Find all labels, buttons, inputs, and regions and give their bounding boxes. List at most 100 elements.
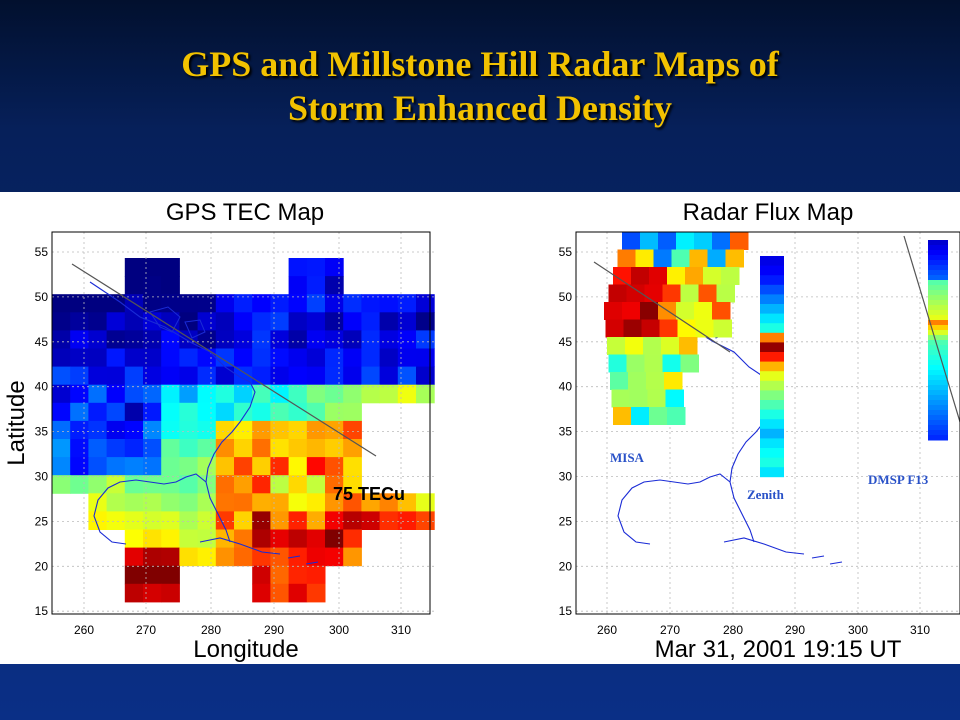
tec-cell — [288, 330, 308, 349]
tec-cell — [124, 258, 144, 277]
tec-cell — [288, 547, 308, 567]
zenith-cell — [760, 352, 784, 362]
misa-cell — [640, 302, 659, 320]
dmsp-cell — [928, 245, 948, 251]
tec-cell — [70, 402, 89, 422]
zenith-cell — [760, 265, 784, 276]
tec-cell — [343, 348, 362, 368]
tec-cell — [234, 312, 253, 331]
dmsp-cell — [928, 425, 948, 431]
zenith-cell — [760, 342, 784, 353]
misa-cell — [622, 302, 641, 320]
dmsp-cell — [928, 295, 948, 301]
tec-cell — [325, 384, 344, 404]
tec-cell — [124, 276, 144, 295]
tec-cell — [234, 384, 253, 404]
misa-cell — [680, 284, 699, 303]
tec-cell — [197, 348, 217, 368]
misa-cell — [649, 407, 668, 425]
tec-cell — [88, 330, 108, 349]
tec-cell — [306, 547, 326, 567]
tec-cell — [252, 439, 271, 458]
tec-cell — [215, 294, 235, 313]
tec-cell — [143, 366, 162, 386]
misa-cell — [695, 319, 714, 338]
lat-tick-label: 15 — [559, 604, 573, 618]
tec-cell — [379, 493, 399, 512]
dmsp-cell — [928, 355, 948, 361]
misa-cell — [661, 337, 680, 355]
tec-cell — [270, 583, 290, 603]
zenith-cell — [760, 323, 784, 334]
tec-cell — [88, 294, 108, 313]
tec-cell — [143, 348, 162, 368]
dmsp-cell — [928, 270, 948, 276]
tec-cell — [343, 475, 362, 494]
tec-cell — [161, 511, 180, 530]
misa-cell — [677, 319, 696, 338]
tec-cell — [215, 529, 235, 549]
tec-cell — [343, 420, 362, 440]
tec-cell — [361, 384, 381, 404]
tec-cell — [343, 384, 362, 404]
dmsp-cell — [928, 275, 948, 281]
zenith-cell — [760, 284, 784, 295]
dmsp-cell — [928, 360, 948, 366]
dmsp-cell — [928, 385, 948, 391]
lon-tick-label: 300 — [329, 623, 349, 637]
dmsp-cell — [928, 280, 948, 286]
tec-cell — [325, 276, 344, 295]
lat-tick-label: 25 — [559, 514, 573, 528]
tec-cell — [179, 529, 199, 549]
lat-tick-label: 50 — [35, 290, 49, 304]
tec-cell — [288, 511, 308, 530]
tec-cell — [88, 511, 108, 530]
left-map: 55 50 45 40 35 30 25 20 15 260 270 280 290 300 310 — [35, 231, 436, 637]
tec-cell — [252, 294, 271, 313]
tec-cell — [270, 565, 290, 585]
tec-cell — [179, 348, 199, 368]
tec-cell — [161, 330, 180, 349]
tec-cell — [270, 439, 290, 458]
dmsp-cell — [928, 260, 948, 266]
tec-cell — [379, 366, 399, 386]
lat-tick-label: 40 — [35, 380, 49, 394]
misa-cell — [608, 284, 627, 303]
tec-cell — [143, 276, 162, 295]
misa-cell — [653, 249, 672, 268]
misa-cell — [703, 267, 722, 285]
tec-cell — [288, 384, 308, 404]
tec-cell — [106, 294, 126, 313]
left-map-title: GPS TEC Map — [166, 199, 324, 226]
tec-cell — [270, 348, 290, 368]
misa-cell — [644, 354, 663, 373]
right-map: 55 50 45 40 35 30 25 20 15 260 270 280 290 300 310 — [559, 231, 960, 637]
tec-cell — [252, 384, 271, 404]
misa-cell — [610, 372, 629, 390]
misa-cell — [658, 232, 677, 250]
tec-cell — [143, 457, 162, 476]
tec-cell — [325, 475, 344, 494]
misa-cell — [617, 249, 636, 268]
tec-cell — [306, 420, 326, 440]
zenith-cell — [760, 400, 784, 410]
tec-cell — [70, 439, 89, 458]
tec-cell — [197, 439, 217, 458]
tec-cell — [161, 439, 180, 458]
tec-cell — [270, 475, 290, 494]
tec-cell — [288, 420, 308, 440]
tec-cell — [288, 583, 308, 603]
tec-cell — [179, 420, 199, 440]
tec-cell — [106, 493, 126, 512]
tec-cell — [88, 348, 108, 368]
tec-cell — [234, 475, 253, 494]
zenith-cell — [760, 409, 784, 420]
tec-cell — [306, 366, 326, 386]
tec-cell — [161, 366, 180, 386]
tec-cell — [325, 330, 344, 349]
tec-cell — [161, 276, 180, 295]
misa-cell — [646, 372, 665, 390]
tec-cell — [325, 547, 344, 567]
zenith-cell — [760, 390, 784, 401]
tec-cell — [379, 348, 399, 368]
